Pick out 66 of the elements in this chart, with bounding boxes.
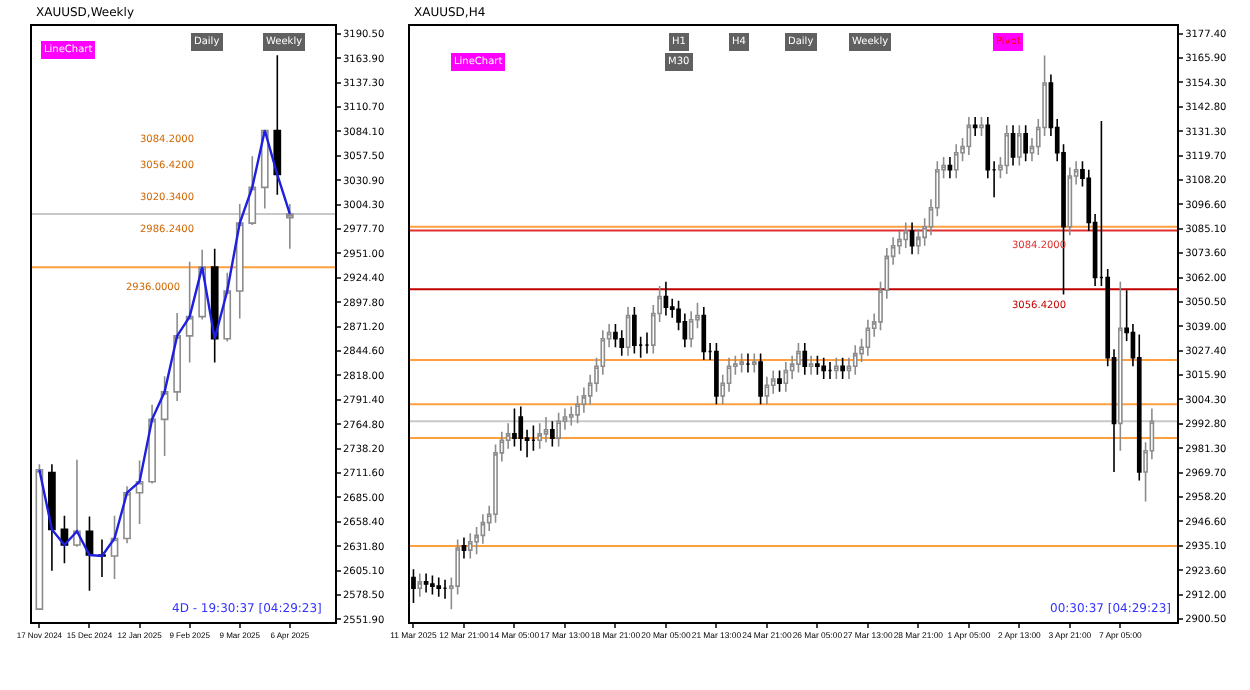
candlestick (543, 416, 549, 444)
candlestick (123, 485, 131, 544)
candlestick (531, 424, 536, 452)
candlestick (865, 318, 871, 357)
candlestick (1017, 124, 1022, 167)
candlestick (796, 342, 801, 374)
candlestick (285, 203, 294, 250)
candlestick (549, 420, 555, 448)
candlestick (1010, 124, 1016, 167)
candlestick (625, 306, 631, 357)
candlestick (417, 572, 423, 598)
candlestick (802, 342, 808, 376)
candlestick (98, 538, 106, 578)
candlestick (840, 357, 845, 380)
candlestick (185, 260, 194, 364)
candlestick (827, 361, 833, 380)
candlestick (173, 312, 181, 402)
candlestick (575, 395, 580, 425)
candlestick (1067, 166, 1073, 237)
candlestick (764, 376, 770, 406)
candlestick (821, 357, 827, 380)
candlestick (714, 342, 719, 406)
candlestick (739, 352, 745, 374)
candlestick (619, 329, 625, 357)
candlestick (148, 403, 156, 485)
candlestick (833, 357, 839, 380)
candlestick (758, 352, 763, 406)
candlestick (644, 331, 650, 355)
candlestick (235, 203, 244, 320)
candlestick (903, 221, 909, 249)
candlestick (1117, 280, 1123, 452)
candlestick (701, 306, 707, 361)
candlestick (808, 354, 814, 376)
candlestick (663, 280, 669, 317)
candlestick (518, 405, 524, 452)
candlestick (223, 271, 232, 343)
candlestick (556, 411, 561, 448)
candlestick (423, 572, 429, 594)
candlestick (815, 354, 820, 376)
candlestick (442, 578, 448, 600)
candlestick (461, 536, 467, 560)
candlestick (48, 463, 56, 572)
candlestick (436, 576, 442, 598)
candlestick (783, 361, 789, 393)
candlestick (972, 116, 978, 137)
candlestick (632, 306, 637, 355)
candlestick (537, 422, 543, 450)
candlestick (430, 574, 435, 596)
candlestick (953, 143, 959, 179)
candlestick (966, 116, 972, 156)
candlestick (1023, 124, 1029, 163)
candlestick (273, 54, 282, 196)
candlestick (979, 116, 984, 137)
candlestick (852, 344, 858, 376)
candlestick (777, 369, 782, 393)
candlestick (909, 221, 915, 256)
line-series (38, 129, 292, 558)
candlestick (613, 323, 618, 349)
candlestick (467, 532, 473, 560)
candlestick (688, 310, 694, 349)
candlestick (745, 352, 751, 374)
candlestick (751, 352, 757, 374)
candlestick (947, 156, 953, 179)
candlestick (248, 155, 257, 226)
candlestick (1004, 124, 1010, 175)
candlestick (512, 407, 517, 448)
